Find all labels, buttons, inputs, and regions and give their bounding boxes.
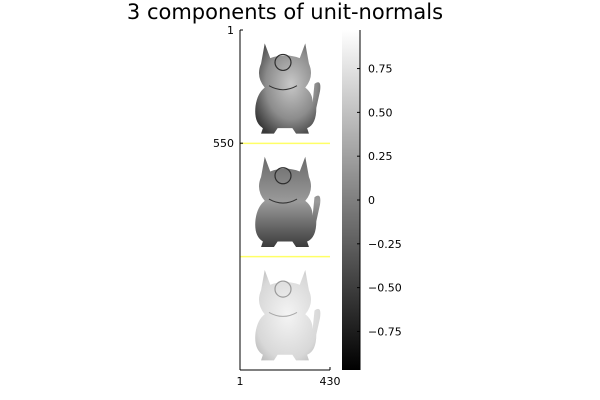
- y-tick-label: 550: [213, 137, 234, 150]
- colorbar-tick-label: −0.25: [368, 238, 402, 251]
- colorbar-tick-label: 0.75: [368, 63, 393, 76]
- colorbar: 0.75 0.50 0.25 0 −0.25 −0.50 −0.75: [342, 30, 402, 370]
- colorbar-gradient: [342, 30, 360, 370]
- axes: 1 550 1 430: [213, 24, 341, 388]
- cat-body-detail: [268, 198, 298, 204]
- unit-normal-panel-2: [240, 143, 330, 257]
- x-tick-label: 430: [320, 375, 341, 388]
- unit-normal-panel-3: [240, 256, 330, 370]
- cat-face-detail: [274, 167, 292, 185]
- colorbar-tick-label: −0.75: [368, 325, 402, 338]
- y-tick-label: 1: [227, 24, 234, 37]
- chart-title: 3 components of unit-normals: [126, 0, 444, 24]
- unit-normal-panel-1: [240, 30, 330, 144]
- cat-face-detail: [274, 280, 292, 298]
- x-tick-label: 1: [237, 375, 244, 388]
- colorbar-tick-label: −0.50: [368, 282, 402, 295]
- colorbar-tick-label: 0.25: [368, 150, 393, 163]
- cat-body-detail: [268, 85, 298, 91]
- cat-face-detail: [274, 53, 292, 72]
- colorbar-tick-label: 0.50: [368, 106, 393, 119]
- plot-area: [240, 30, 330, 370]
- cat-body-detail: [268, 311, 298, 317]
- colorbar-tick-label: 0: [368, 194, 375, 207]
